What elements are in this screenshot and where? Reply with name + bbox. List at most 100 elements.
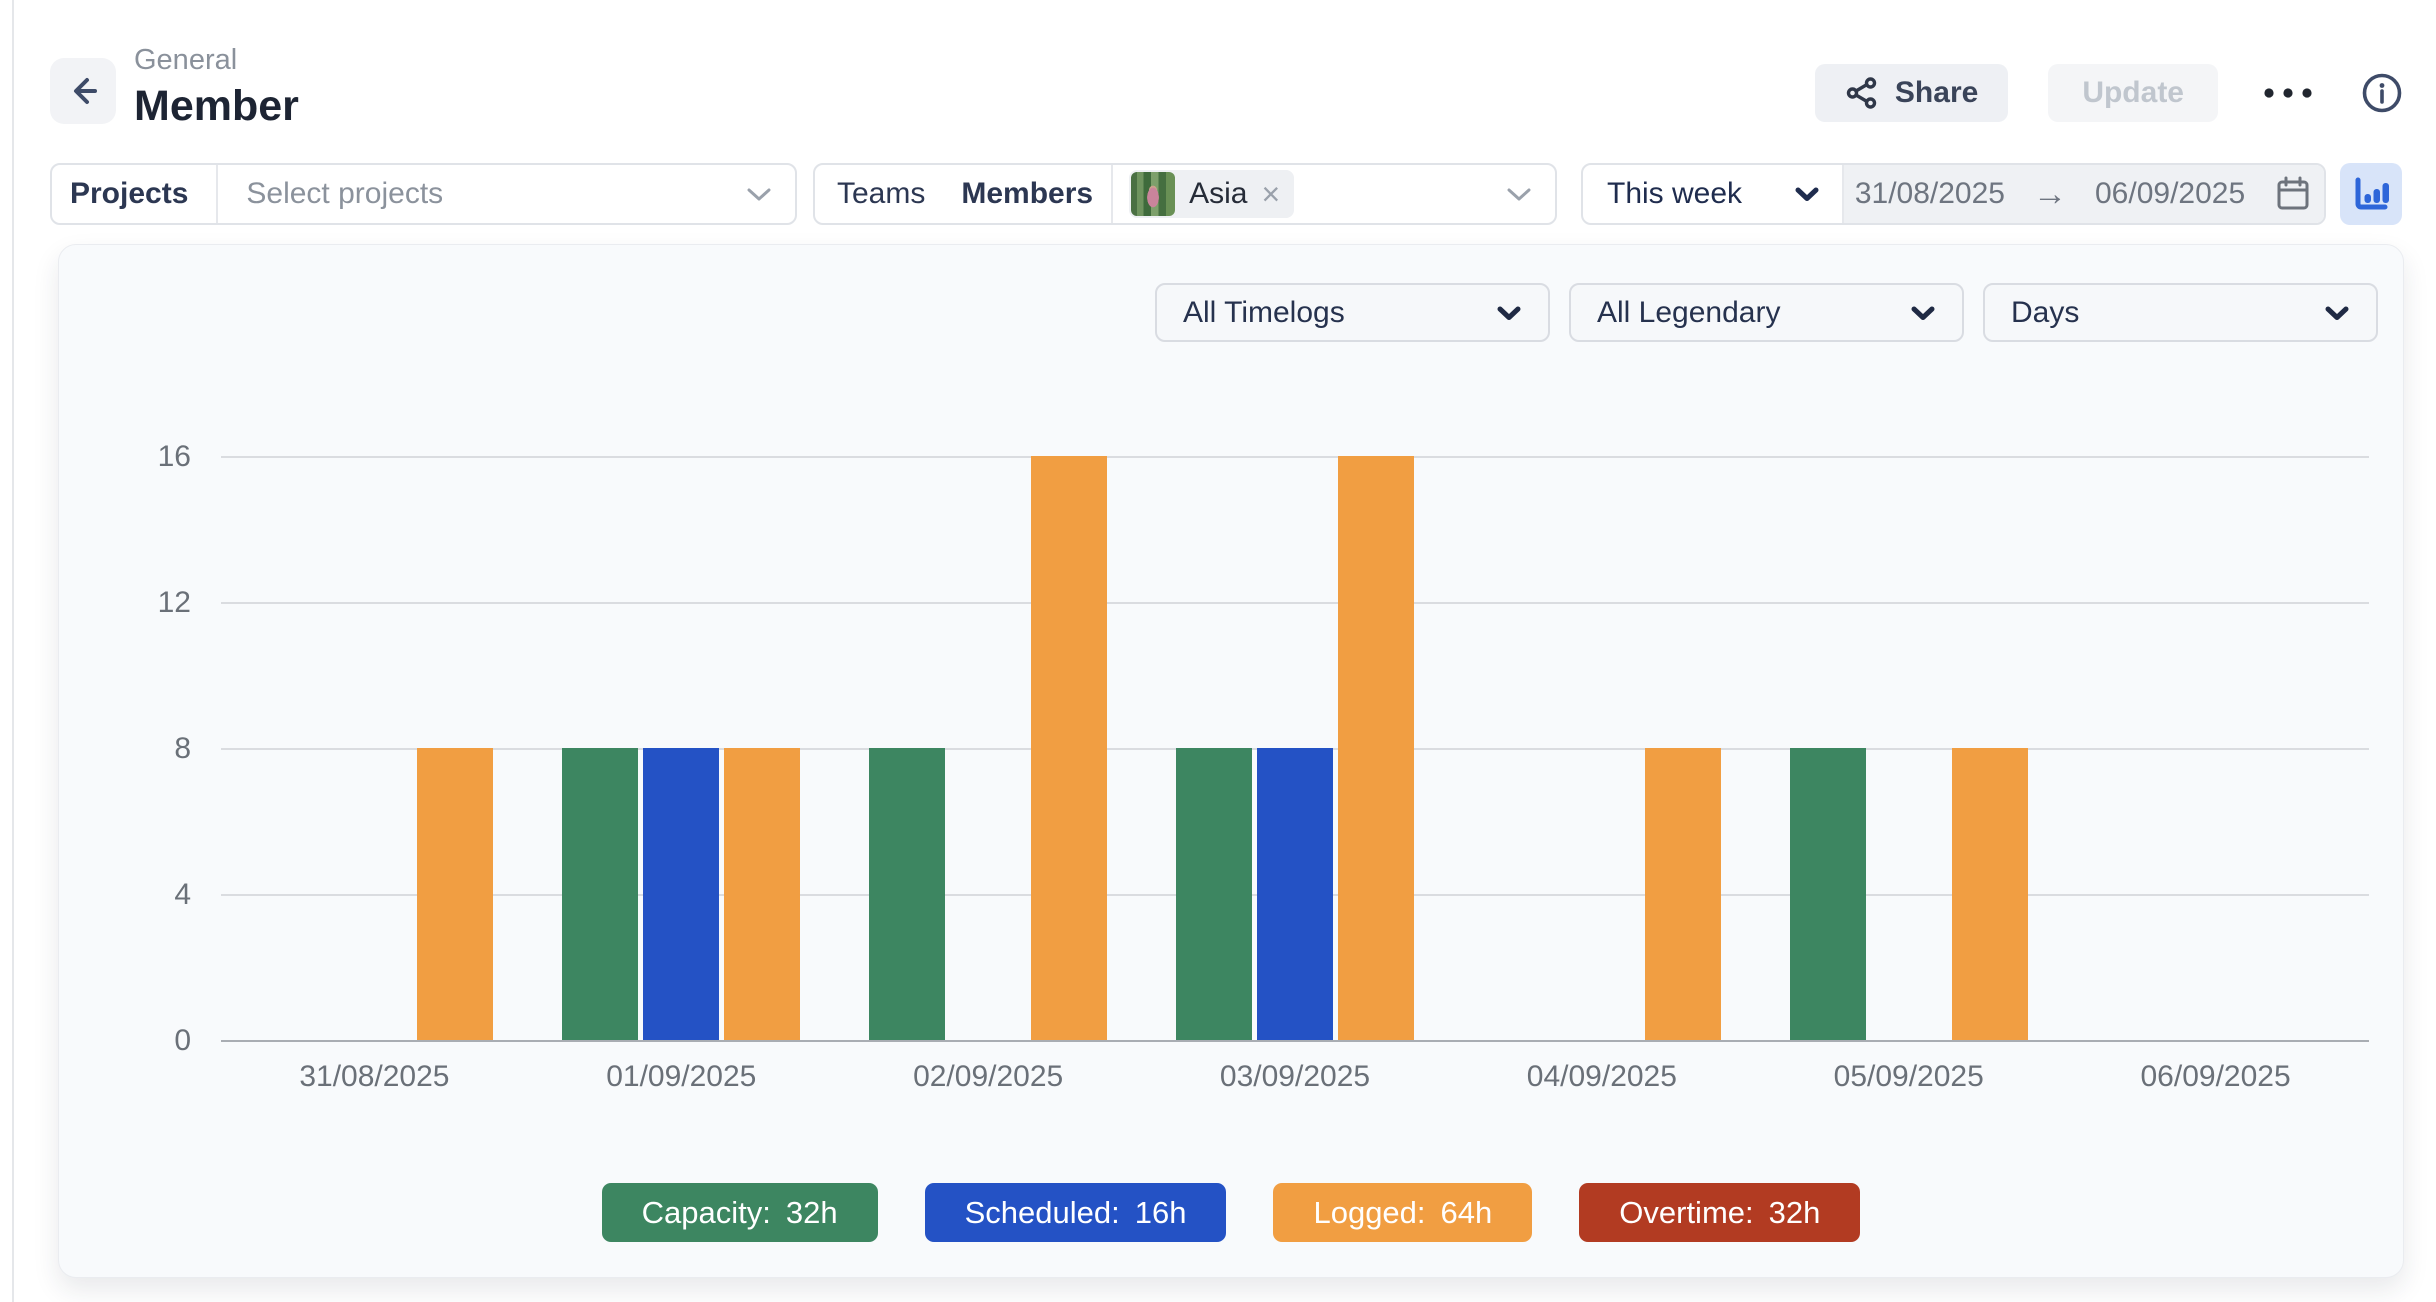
legend-capacity[interactable]: Capacity: 32h xyxy=(601,1183,878,1242)
bar-capacity[interactable] xyxy=(1176,748,1252,1040)
update-button-label: Update xyxy=(2082,76,2184,109)
legend-label: Capacity: xyxy=(641,1194,771,1230)
y-tick-label: 8 xyxy=(174,732,191,765)
date-from: 31/08/2025 xyxy=(1854,177,2005,210)
info-circle-icon xyxy=(2360,71,2404,115)
members-filter: Teams Members Asia × xyxy=(813,163,1557,225)
legend-label: Logged: xyxy=(1313,1194,1426,1230)
timelogs-select[interactable]: All Timelogs xyxy=(1155,283,1550,342)
category-column xyxy=(1755,456,2062,1040)
projects-label: Projects xyxy=(52,165,219,223)
arrow-left-icon xyxy=(64,72,102,110)
category-column xyxy=(528,456,835,1040)
bar-slot xyxy=(1176,748,1252,1040)
legend-value: 32h xyxy=(785,1194,838,1230)
title-block: General Member xyxy=(134,42,299,134)
x-axis-labels: 31/08/2025 01/09/2025 02/09/2025 03/09/2025… xyxy=(221,1060,2369,1094)
sidebar-edge-divider xyxy=(12,0,14,1302)
bar-scheduled[interactable] xyxy=(1257,748,1333,1040)
y-tick-label: 16 xyxy=(157,440,191,473)
x-axis-line xyxy=(221,1040,2369,1042)
bar-scheduled[interactable] xyxy=(643,748,720,1040)
category-column xyxy=(1142,456,1449,1040)
filter-bar: Projects Select projects Teams Members A… xyxy=(50,163,2410,225)
category-column xyxy=(2062,456,2369,1040)
info-button[interactable] xyxy=(2352,64,2412,122)
x-tick-label: 04/09/2025 xyxy=(1526,1060,1677,1093)
y-tick-label: 0 xyxy=(174,1024,191,1057)
date-to: 06/09/2025 xyxy=(2095,177,2246,210)
category-column xyxy=(221,456,528,1040)
legend-filter-select[interactable]: All Legendary xyxy=(1569,283,1964,342)
plot-area: 16 12 8 4 0 31/08/2025 01/09/2025 02/09/2025 03/… xyxy=(158,440,2369,1093)
date-range-display[interactable]: 31/08/2025 → 06/09/2025 xyxy=(1842,165,2324,223)
arrow-right-icon: → xyxy=(2033,174,2067,213)
chevron-down-icon xyxy=(1910,304,1936,322)
bar-capacity[interactable] xyxy=(1789,748,1866,1040)
share-button[interactable]: Share xyxy=(1814,64,2009,122)
legend-scheduled[interactable]: Scheduled: 16h xyxy=(924,1183,1227,1242)
share-nodes-icon xyxy=(1845,76,1879,110)
breadcrumb: General xyxy=(134,44,238,76)
bar-logged[interactable] xyxy=(1338,456,1414,1040)
legend-overtime[interactable]: Overtime: 32h xyxy=(1579,1183,1861,1242)
period-select[interactable]: This week xyxy=(1583,165,1842,223)
chevron-down-icon xyxy=(1496,304,1522,322)
bar-logged[interactable] xyxy=(724,748,801,1040)
chart-legend: Capacity: 32h Scheduled: 16h Logged: 64h Overt… xyxy=(59,1183,2403,1242)
bars-region xyxy=(221,456,2369,1040)
chevron-down-icon xyxy=(745,185,773,203)
legend-label: Overtime: xyxy=(1619,1194,1754,1230)
members-toggle[interactable]: Members xyxy=(961,177,1094,210)
bar-logged[interactable] xyxy=(1031,456,1108,1040)
bar-slot xyxy=(643,748,720,1040)
y-tick-label: 4 xyxy=(174,878,191,911)
bar-slot xyxy=(1257,748,1333,1040)
back-button[interactable] xyxy=(50,58,116,124)
bar-capacity[interactable] xyxy=(869,748,946,1040)
more-options-button[interactable] xyxy=(2254,64,2322,122)
chevron-down-icon xyxy=(1794,185,1820,203)
chevron-down-icon xyxy=(1505,185,1533,203)
bar-slot xyxy=(562,748,639,1040)
bar-logged[interactable] xyxy=(1644,748,1721,1040)
legend-value: 16h xyxy=(1134,1194,1187,1230)
gridline xyxy=(221,602,2369,604)
granularity-select[interactable]: Days xyxy=(1983,283,2378,342)
x-tick-label: 06/09/2025 xyxy=(2140,1060,2291,1093)
x-tick-label: 02/09/2025 xyxy=(913,1060,1064,1093)
y-tick-label: 12 xyxy=(157,586,191,619)
legend-logged[interactable]: Logged: 64h xyxy=(1273,1183,1533,1242)
bar-logged[interactable] xyxy=(1951,748,2028,1040)
bar-capacity[interactable] xyxy=(562,748,639,1040)
page-title: Member xyxy=(134,82,299,130)
legend-value: 64h xyxy=(1440,1194,1493,1230)
bar-slot xyxy=(1338,456,1414,1040)
legend-label: Scheduled: xyxy=(964,1194,1120,1230)
bar-slot xyxy=(1951,748,2028,1040)
projects-filter[interactable]: Projects Select projects xyxy=(50,163,797,225)
remove-member-icon[interactable]: × xyxy=(1261,176,1281,212)
divider xyxy=(1111,165,1114,223)
date-range-filter: This week 31/08/2025 → 06/09/2025 xyxy=(1581,163,2326,225)
bar-slot xyxy=(869,748,946,1040)
header-actions: Share Update xyxy=(1814,64,2412,122)
bar-slot xyxy=(724,748,801,1040)
x-tick-label: 03/09/2025 xyxy=(1219,1060,1371,1093)
avatar xyxy=(1131,172,1176,216)
bar-logged[interactable] xyxy=(417,748,494,1040)
calendar-icon xyxy=(2273,174,2313,214)
teams-toggle[interactable]: Teams xyxy=(837,177,926,210)
member-chip-asia[interactable]: Asia × xyxy=(1129,170,1295,218)
granularity-select-value: Days xyxy=(2011,295,2080,329)
gridline xyxy=(221,456,2369,458)
chart-view-button[interactable] xyxy=(2340,163,2402,225)
projects-select-placeholder: Select projects xyxy=(246,177,444,210)
share-button-label: Share xyxy=(1894,76,1979,109)
bar-slot xyxy=(417,748,494,1040)
bar-slot xyxy=(1644,748,1721,1040)
x-tick-label: 01/09/2025 xyxy=(606,1060,757,1093)
member-chip-name: Asia xyxy=(1189,177,1248,210)
update-button[interactable]: Update xyxy=(2048,64,2218,122)
x-tick-label: 05/09/2025 xyxy=(1833,1060,1984,1093)
